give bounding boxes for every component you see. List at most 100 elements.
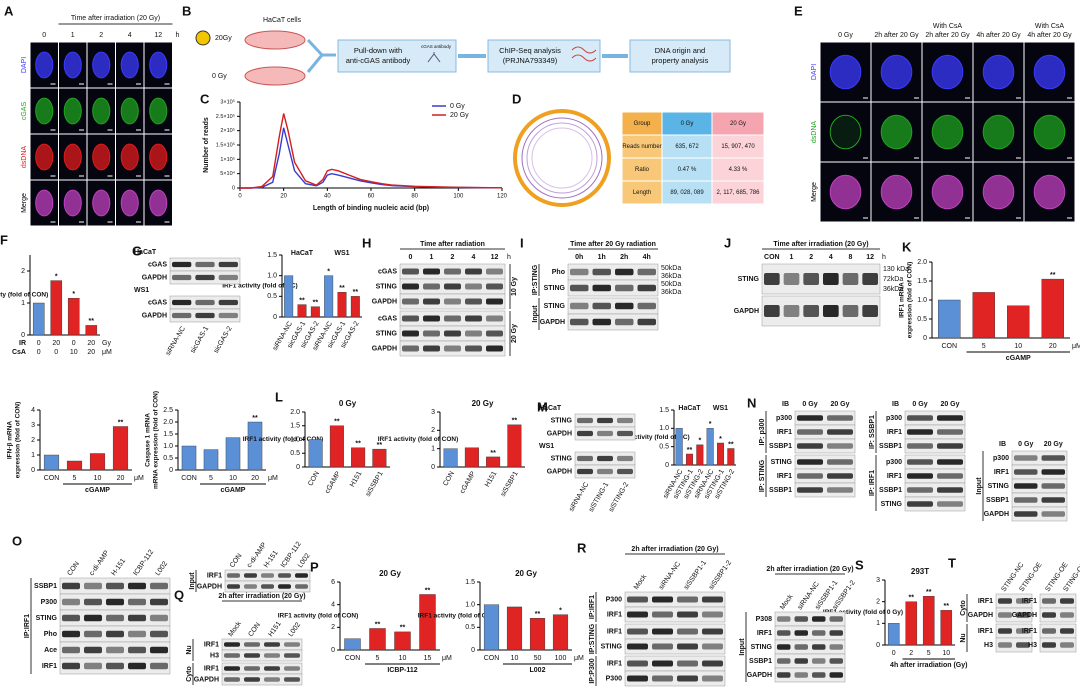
label: With CsA bbox=[1035, 23, 1065, 30]
unit-label: μM bbox=[268, 475, 278, 482]
cell bbox=[92, 189, 111, 217]
significance: ** bbox=[909, 595, 915, 602]
blot-strip bbox=[794, 438, 856, 454]
row-label: cGAS bbox=[378, 315, 397, 322]
band bbox=[652, 611, 673, 618]
panel-letter: P bbox=[310, 559, 319, 574]
x-tick-label: 20 bbox=[117, 475, 125, 482]
band bbox=[486, 315, 503, 322]
row-label: SSBP1 bbox=[986, 497, 1009, 504]
band bbox=[244, 666, 260, 671]
row-label: cGAS bbox=[378, 268, 397, 275]
significance: ** bbox=[425, 587, 431, 594]
band bbox=[278, 573, 291, 578]
x-axis-label: cGAMP bbox=[221, 487, 246, 494]
ring bbox=[521, 117, 603, 199]
band bbox=[195, 299, 215, 306]
lane-label: Mock bbox=[633, 573, 649, 591]
dish bbox=[244, 66, 306, 86]
x-tick-label: 20 bbox=[87, 340, 95, 347]
band bbox=[637, 284, 656, 292]
row-label: cGAS bbox=[21, 102, 28, 121]
x-tick-label: 10 bbox=[229, 475, 237, 482]
lane-label: 0h bbox=[575, 254, 583, 261]
band bbox=[998, 642, 1012, 648]
band bbox=[597, 417, 613, 424]
x-tick-label: 80 bbox=[411, 194, 418, 200]
band bbox=[423, 268, 440, 275]
band bbox=[264, 677, 280, 682]
side-label: IP:IRF1 bbox=[24, 614, 31, 638]
blot-strip bbox=[624, 670, 726, 687]
lane-label: H151 bbox=[267, 620, 282, 638]
dna-icon bbox=[571, 46, 597, 62]
band bbox=[128, 598, 146, 606]
bar bbox=[43, 454, 60, 471]
size-label: 130 kDa bbox=[883, 266, 909, 273]
section-name: HaCaT bbox=[134, 249, 157, 256]
band bbox=[907, 443, 933, 449]
size-label: 72kDa bbox=[883, 276, 903, 283]
band bbox=[677, 675, 698, 682]
band bbox=[106, 598, 124, 606]
band bbox=[677, 611, 698, 618]
row-label: P300 bbox=[606, 675, 622, 682]
circos bbox=[513, 109, 611, 207]
blot-strip bbox=[221, 649, 303, 662]
lane-label: c-di-AMP bbox=[88, 549, 110, 577]
x-tick-label: 20 bbox=[87, 349, 95, 356]
band bbox=[1014, 497, 1038, 503]
band bbox=[842, 305, 859, 317]
row-label: GAPDH bbox=[747, 672, 772, 679]
lane-label: siSTING-2 bbox=[608, 481, 630, 513]
lane-label: H-151 bbox=[110, 557, 127, 577]
antibody-label: cGAS antibody bbox=[421, 44, 452, 49]
band bbox=[829, 630, 843, 636]
row-label: p300 bbox=[776, 415, 792, 422]
group-label: HaCaT bbox=[678, 405, 701, 412]
side-label: IP:STING bbox=[589, 623, 596, 654]
band bbox=[827, 459, 853, 465]
chart-title: 20 Gy bbox=[472, 399, 494, 408]
significance: * bbox=[559, 607, 562, 614]
band bbox=[823, 305, 839, 317]
x-tick-label: siSSBP1 bbox=[365, 470, 385, 498]
band bbox=[1060, 642, 1074, 648]
band bbox=[797, 429, 823, 435]
series-line bbox=[240, 113, 503, 189]
band bbox=[150, 630, 168, 638]
cell bbox=[829, 114, 862, 150]
band bbox=[284, 666, 300, 671]
label: IFN-β mRNA bbox=[7, 421, 14, 460]
cell bbox=[120, 189, 139, 217]
row-label: IRF1 bbox=[207, 572, 222, 579]
blot-strip bbox=[567, 279, 659, 297]
row-label: Pho bbox=[552, 269, 565, 276]
band bbox=[106, 614, 124, 622]
section-name: WS1 bbox=[539, 443, 554, 450]
y-tick-label: 3 bbox=[31, 422, 35, 429]
band bbox=[106, 646, 124, 654]
row-label: Ace bbox=[44, 647, 57, 654]
bar bbox=[32, 302, 45, 336]
y-tick-label: 1 bbox=[31, 452, 35, 459]
row-label: STING bbox=[376, 283, 398, 290]
band bbox=[444, 330, 461, 337]
band bbox=[829, 644, 843, 650]
ring bbox=[526, 122, 598, 194]
cell bbox=[92, 143, 111, 171]
band bbox=[597, 455, 613, 462]
table-text: 89, 028, 089 bbox=[670, 190, 704, 196]
row-label: GAPDH bbox=[540, 319, 565, 326]
row-label: H3 bbox=[984, 642, 993, 649]
y-tick-label: 0 bbox=[232, 185, 235, 191]
y-tick-label: 0 bbox=[169, 467, 173, 474]
row-label: IRF1 bbox=[607, 611, 622, 618]
bar bbox=[483, 604, 500, 651]
y-tick-label: 0 bbox=[431, 464, 435, 471]
group-label: WS1 bbox=[334, 250, 349, 257]
significance: ** bbox=[926, 589, 932, 596]
band bbox=[423, 315, 440, 322]
band bbox=[1014, 469, 1038, 475]
lane-label: H-151 bbox=[263, 549, 280, 569]
